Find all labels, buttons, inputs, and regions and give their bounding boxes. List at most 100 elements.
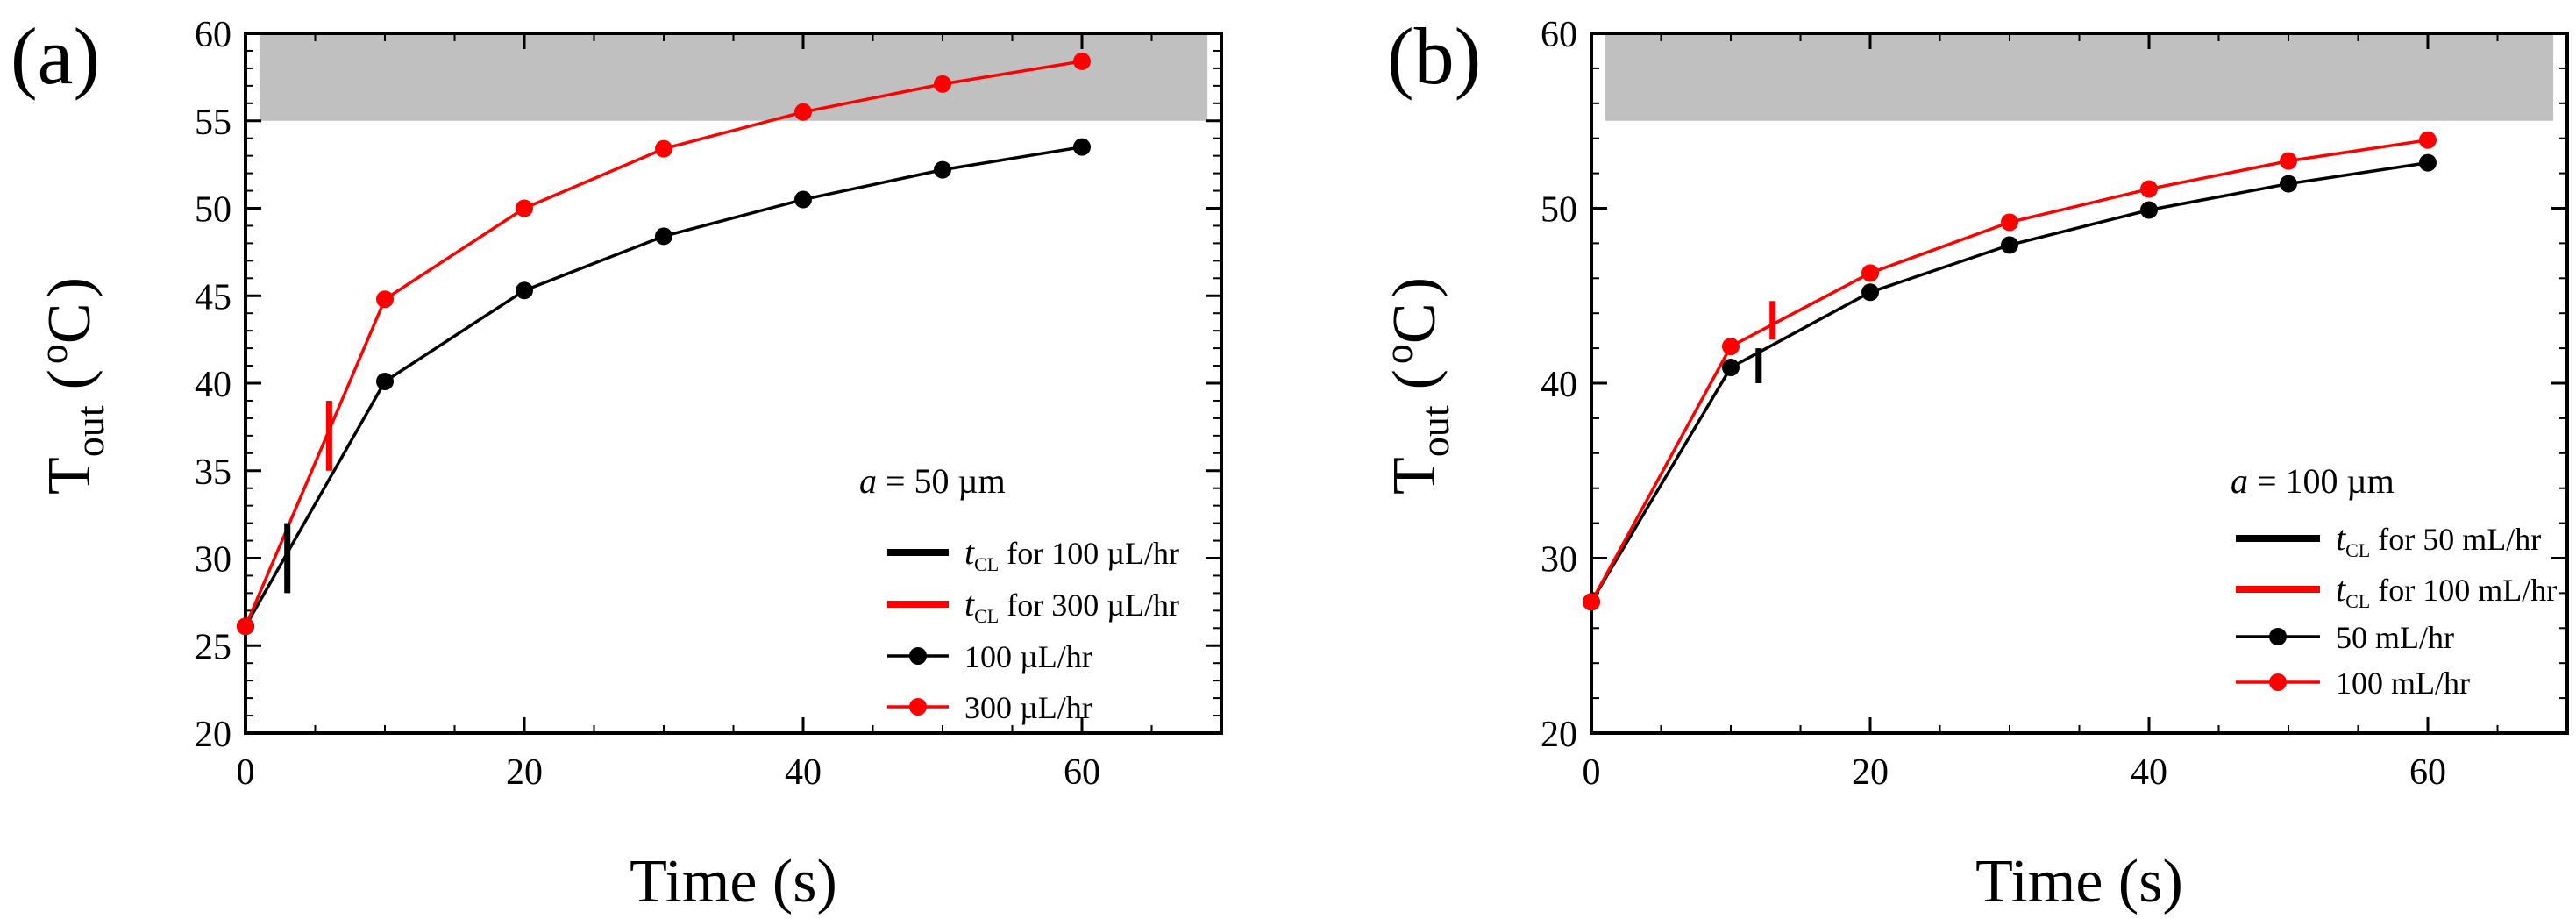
series-point-0 <box>1861 283 1879 302</box>
y-axis-label-ylabel-main: T <box>36 457 103 495</box>
series-point-1 <box>1722 338 1740 356</box>
y-tick-label: 45 <box>195 277 231 317</box>
y-axis-label-ylabel-sub: out <box>68 405 112 457</box>
x-axis-label: Time (s) <box>630 848 837 915</box>
y-axis-label-ylabel-unit-c: C <box>1381 303 1448 344</box>
legend-title-italic: a <box>2231 461 2248 501</box>
series-point-0 <box>2280 175 2297 193</box>
legend-label-sub: CL <box>2345 539 2370 561</box>
y-axis-label-ylabel-unit-close: ) <box>1381 277 1448 297</box>
series-point-1 <box>2419 131 2437 149</box>
legend-title-rest: = 50 µm <box>877 461 1006 501</box>
legend-label-0: tCL for 50 mL/hr <box>2336 518 2541 561</box>
legend-label-text: for 100 mL/hr <box>2370 573 2557 608</box>
legend-label-text: for 300 µL/hr <box>999 588 1179 623</box>
legend-label-2: 100 µL/hr <box>964 639 1092 674</box>
series-point-1 <box>376 290 394 309</box>
series-point-1 <box>655 139 672 158</box>
y-axis-label: Tout (oC) <box>1376 277 1457 495</box>
legend-swatch-marker-3 <box>2269 673 2287 691</box>
y-tick-label: 35 <box>195 452 231 493</box>
series-point-1 <box>934 75 951 93</box>
y-axis-label-ylabel-sub: out <box>1413 405 1457 457</box>
x-tick-label: 20 <box>506 752 543 793</box>
legend-title: a = 50 µm <box>859 461 1006 501</box>
y-tick-label: 40 <box>1541 365 1577 405</box>
y-axis-label: Tout ( oC) <box>31 277 112 495</box>
series-point-1 <box>794 103 812 121</box>
series-point-0 <box>2140 201 2158 219</box>
y-axis-label-ylabel-unit-sup: o <box>31 344 75 364</box>
series-point-1 <box>237 617 254 636</box>
x-tick-label: 60 <box>2409 752 2446 793</box>
series-point-1 <box>2001 213 2018 232</box>
series-point-0 <box>516 281 533 300</box>
y-axis-label-ylabel-unit-close: ) <box>36 277 103 297</box>
legend-label-sub: CL <box>974 605 999 627</box>
shaded-band <box>259 33 1208 121</box>
series-point-1 <box>2280 152 2297 170</box>
x-tick-label: 20 <box>1852 752 1889 793</box>
series-point-0 <box>1722 359 1740 377</box>
legend-label-text: for 50 mL/hr <box>2370 522 2541 557</box>
legend-swatch-marker-2 <box>909 647 927 665</box>
series-point-0 <box>794 190 812 209</box>
x-tick-label: 40 <box>785 752 822 793</box>
legend-title-rest: = 100 µm <box>2248 461 2395 501</box>
series-point-0 <box>2419 153 2437 172</box>
legend-label-t: t <box>964 584 975 623</box>
series-point-1 <box>516 199 533 217</box>
series-point-1 <box>1583 593 1600 611</box>
y-tick-label: 25 <box>195 627 231 667</box>
shaded-band <box>1605 33 2554 121</box>
legend-label-t: t <box>964 532 975 572</box>
legend-label-t: t <box>2336 569 2346 609</box>
legend-title-italic: a <box>859 461 877 501</box>
x-tick-label: 0 <box>1583 752 1601 793</box>
y-axis-label-ylabel-unit-c: C <box>36 303 103 344</box>
series-line-0 <box>244 145 1083 628</box>
y-tick-label: 30 <box>1541 540 1577 581</box>
legend-label-1: tCL for 100 mL/hr <box>2336 569 2557 612</box>
series-point-0 <box>934 160 951 179</box>
y-tick-label: 60 <box>1541 15 1577 55</box>
y-tick-label: 50 <box>1541 190 1577 231</box>
y-axis-label-ylabel-main: T <box>1381 457 1448 495</box>
series-point-0 <box>655 227 672 246</box>
y-tick-label: 60 <box>195 15 231 55</box>
y-axis-label-ylabel-unit-open: ( <box>36 369 103 389</box>
x-axis-label: Time (s) <box>1975 848 2183 915</box>
legend-label-3: 300 µL/hr <box>964 690 1092 725</box>
x-tick-label: 0 <box>237 752 255 793</box>
series-point-1 <box>2140 180 2158 198</box>
y-tick-label: 55 <box>195 103 231 143</box>
legend-label-2: 50 mL/hr <box>2336 620 2454 655</box>
legend-label-t: t <box>2336 518 2346 558</box>
x-tick-label: 60 <box>1064 752 1100 793</box>
legend-label-1: tCL for 300 µL/hr <box>964 584 1179 627</box>
series-point-0 <box>376 373 394 391</box>
series-point-1 <box>1073 52 1091 70</box>
y-tick-label: 30 <box>195 540 231 581</box>
y-tick-label: 40 <box>195 365 231 405</box>
panel-label: (a) <box>11 11 100 101</box>
x-tick-label: 40 <box>2131 752 2167 793</box>
series-point-0 <box>2001 236 2018 254</box>
y-tick-label: 20 <box>195 715 231 755</box>
panel-label: (b) <box>1387 11 1481 101</box>
legend-swatch-marker-2 <box>2269 628 2287 645</box>
y-tick-label: 50 <box>195 190 231 231</box>
legend-label-sub: CL <box>2345 590 2370 612</box>
series-line-1 <box>1590 138 2429 603</box>
legend-label-0: tCL for 100 µL/hr <box>964 532 1179 575</box>
legend-label-3: 100 mL/hr <box>2336 666 2470 701</box>
legend-swatch-marker-3 <box>909 698 927 716</box>
y-axis-label-ylabel-unit-sup: o <box>1376 344 1420 364</box>
legend-label-text: for 100 µL/hr <box>999 536 1179 571</box>
series-point-1 <box>1861 264 1879 282</box>
